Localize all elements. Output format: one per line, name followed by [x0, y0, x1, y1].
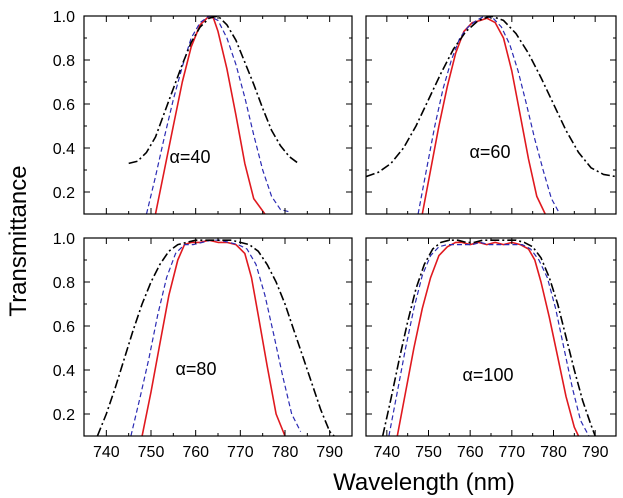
- x-tick-label: 740: [93, 444, 120, 461]
- series-line-dashed: [417, 16, 561, 214]
- x-tick-label: 750: [415, 444, 442, 461]
- series-line-dashed: [388, 241, 590, 436]
- x-tick-label: 750: [138, 444, 165, 461]
- alpha-annotation: α=60: [470, 142, 511, 162]
- y-tick-label: 0.6: [53, 97, 75, 114]
- alpha-annotation: α=80: [176, 359, 217, 379]
- x-axis-title: Wavelength (nm): [333, 469, 515, 496]
- x-tick-label: 780: [540, 444, 567, 461]
- plot-frame: [365, 15, 617, 215]
- y-tick-label: 0.4: [53, 363, 75, 380]
- series-line-solid: [421, 17, 546, 214]
- x-tick-label: 790: [316, 444, 343, 461]
- x-tick-label: 760: [182, 444, 209, 461]
- y-tick-label: 1.0: [53, 231, 75, 248]
- series-line-dash-dot: [128, 16, 299, 165]
- panel-3: 740 750 760 770 780 790 0.2 0.4 0.6 0.8 1.0 α=80: [53, 231, 353, 461]
- panel-2: α=60: [365, 15, 617, 215]
- x-tick-label: 740: [373, 444, 400, 461]
- y-tick-label: 0.4: [53, 141, 75, 158]
- y-tick-label: 0.6: [53, 319, 75, 336]
- x-tick-label: 790: [582, 444, 609, 461]
- plot-frame: [83, 15, 353, 215]
- series-line-solid: [396, 241, 580, 436]
- y-tick-label: 0.8: [53, 53, 75, 70]
- series-line-dash-dot: [366, 16, 616, 178]
- plot-frame: [83, 237, 353, 437]
- panel-4: 740 750 760 770 780 790 α=100: [365, 237, 617, 461]
- panel-1: 0.2 0.4 0.6 0.8 1.0 α=40: [53, 9, 353, 215]
- panels-group: 0.2 0.4 0.6 0.8 1.0 α=40 α=60 740 750 760 770 780 79…: [53, 9, 617, 461]
- series-line-dashed: [145, 16, 290, 214]
- x-tick-label: 770: [498, 444, 525, 461]
- y-tick-label: 0.2: [53, 407, 75, 424]
- series-line-dash-dot: [381, 239, 596, 436]
- y-tick-label: 1.0: [53, 9, 75, 26]
- y-axis-title: Transmittance: [5, 165, 32, 316]
- x-tick-label: 770: [227, 444, 254, 461]
- x-tick-label: 760: [457, 444, 484, 461]
- series-line-dash-dot: [96, 239, 335, 436]
- x-tick-label: 780: [272, 444, 299, 461]
- y-tick-label: 0.2: [53, 185, 75, 202]
- alpha-annotation: α=40: [170, 147, 211, 167]
- series-line-dashed: [130, 239, 302, 436]
- series-line-solid: [141, 239, 286, 436]
- alpha-annotation: α=100: [463, 365, 514, 385]
- y-tick-label: 0.8: [53, 275, 75, 292]
